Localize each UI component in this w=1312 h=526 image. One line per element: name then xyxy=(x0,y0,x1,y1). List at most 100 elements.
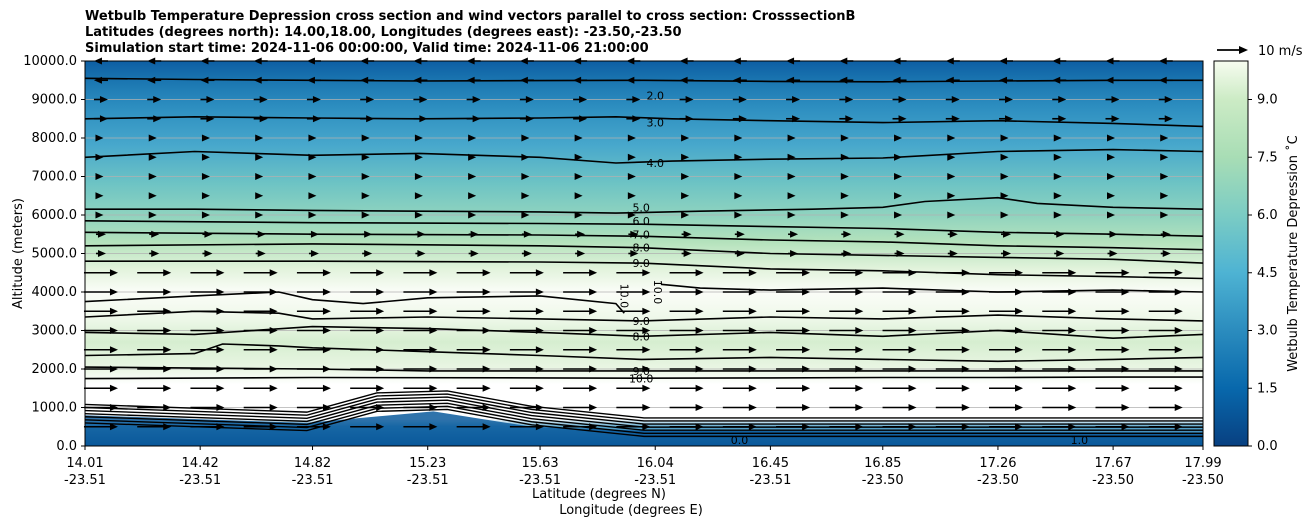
x-tick-label-lon: -23.51 xyxy=(64,473,106,488)
wind-arrow-head xyxy=(1068,307,1077,315)
wind-arrow-head xyxy=(468,192,477,200)
contour-line-10 xyxy=(84,291,625,314)
wind-arrow-head xyxy=(734,173,743,180)
chart-title-line-1: Wetbulb Temperature Depression cross sec… xyxy=(85,9,856,24)
contour-line-surface xyxy=(84,393,1203,422)
wind-arrow-head xyxy=(148,153,157,161)
wind-arrow-head xyxy=(1160,153,1169,161)
wind-arrow-head xyxy=(429,423,438,431)
wind-arrow-head xyxy=(361,173,370,180)
wind-arrow-head xyxy=(855,327,864,334)
x-tick-label-lat: 17.67 xyxy=(1095,456,1132,471)
wind-arrow-head xyxy=(1053,153,1062,161)
wind-arrow-head xyxy=(908,327,917,334)
wind-arrow-head xyxy=(148,134,157,142)
wind-arrow-head xyxy=(322,288,331,296)
y-tick-label: 2000.0 xyxy=(32,362,78,377)
wind-arrow-head xyxy=(642,307,651,315)
wind-arrow-head xyxy=(855,404,864,411)
contour-line-surface xyxy=(84,396,1203,425)
axes: 0.0 1000.0 2000.0 3000.0 4000.0 5000.0 6000.0 7… xyxy=(11,54,1224,518)
wind-arrow-head xyxy=(216,288,225,296)
wind-arrow-head xyxy=(1160,134,1169,142)
wind-arrow-head xyxy=(482,346,491,354)
wind-arrow-head xyxy=(312,96,321,103)
wind-arrow-head xyxy=(1174,269,1183,277)
contour-label: 9.0 xyxy=(632,315,650,328)
wind-arrow-head xyxy=(269,346,278,354)
wind-arrow-head xyxy=(1106,134,1115,142)
contour-label: 4.0 xyxy=(646,157,664,170)
y-tick-label: 9000.0 xyxy=(32,93,78,108)
wind-arrow-head xyxy=(695,307,704,315)
contour-line-surface xyxy=(84,405,1203,434)
wind-arrow-head xyxy=(1053,134,1062,142)
wind-arrow-head xyxy=(947,211,956,219)
y-tick-label: 5000.0 xyxy=(32,247,78,262)
contour-line-surface xyxy=(84,408,1203,438)
wind-arrow-head xyxy=(308,173,317,180)
y-tick-label: 0.0 xyxy=(56,439,77,454)
x-axis-label-lon: Longitude (degrees E) xyxy=(559,503,703,518)
wind-arrow-head xyxy=(1121,307,1130,315)
contour-line-9 xyxy=(85,260,1204,280)
wind-arrow-head xyxy=(482,307,491,315)
wind-arrow-head xyxy=(787,134,796,142)
wind-arrow-head xyxy=(269,269,278,277)
wind-arrow-head xyxy=(148,211,157,219)
wind-arrow-head xyxy=(206,96,215,103)
wind-arrow-head xyxy=(630,250,639,257)
contour-label: 7.0 xyxy=(632,228,650,241)
wind-arrow-head xyxy=(1058,96,1067,103)
wind-arrow-head xyxy=(748,269,757,277)
wind-arrow-head xyxy=(574,134,583,142)
contour-line-7 xyxy=(84,231,1204,251)
wind-arrow-head xyxy=(1068,384,1077,392)
contour-line-5 xyxy=(85,196,1204,214)
wind-arrow-head xyxy=(845,115,854,123)
wind-arrow-head xyxy=(748,307,757,315)
wind-arrow-head xyxy=(376,269,385,277)
wind-arrow-head xyxy=(947,153,956,161)
wind-arrow-head xyxy=(1121,346,1130,354)
wind-arrow-head xyxy=(1106,192,1115,200)
wind-arrow-head xyxy=(163,346,172,354)
wind-arrow-head xyxy=(97,250,106,257)
contour-label: 8.0 xyxy=(632,330,650,343)
wind-arrow-head xyxy=(255,134,264,142)
wind-arrow-head xyxy=(627,192,636,200)
x-tick-label-lat: 14.82 xyxy=(294,456,331,471)
wind-arrow-head xyxy=(201,153,210,161)
wind-arrow-head xyxy=(802,346,811,354)
wind-arrow-head xyxy=(908,404,917,411)
wind-arrow-head xyxy=(574,153,583,161)
contour-line-surface xyxy=(84,399,1203,428)
wind-arrow-head xyxy=(1106,153,1115,161)
wind-arrow-head xyxy=(683,250,692,257)
wind-arrow-head xyxy=(1068,404,1077,411)
wind-arrow-head xyxy=(589,269,598,277)
y-tick-label: 6000.0 xyxy=(32,208,78,223)
wind-arrow-head xyxy=(1000,192,1009,200)
wind-arrow-head xyxy=(589,404,598,411)
wind-arrow-head xyxy=(148,173,157,180)
wind-arrow-head xyxy=(255,192,264,200)
wind-arrow-head xyxy=(521,173,530,180)
wind-arrow-head xyxy=(1005,96,1014,103)
wind-arrow-head xyxy=(642,404,651,411)
x-tick-label-lon: -23.51 xyxy=(519,473,561,488)
contour-label: 9.0 xyxy=(632,365,650,378)
wind-arrow-head xyxy=(414,173,423,180)
wind-arrow-head xyxy=(99,96,108,103)
y-tick-label: 8000.0 xyxy=(32,131,78,146)
y-axis-label: Altitude (meters) xyxy=(11,198,26,309)
wind-arrow-head xyxy=(1068,327,1077,334)
wind-arrow-head xyxy=(269,404,278,411)
wind-arrow-head xyxy=(947,173,956,180)
colorbar-bar xyxy=(1213,60,1249,447)
contour-label: 2.0 xyxy=(646,90,664,103)
wind-arrow-head xyxy=(1015,404,1024,411)
colorbar-tick-label: 1.5 xyxy=(1257,381,1278,396)
wind-arrow-head xyxy=(642,288,651,296)
